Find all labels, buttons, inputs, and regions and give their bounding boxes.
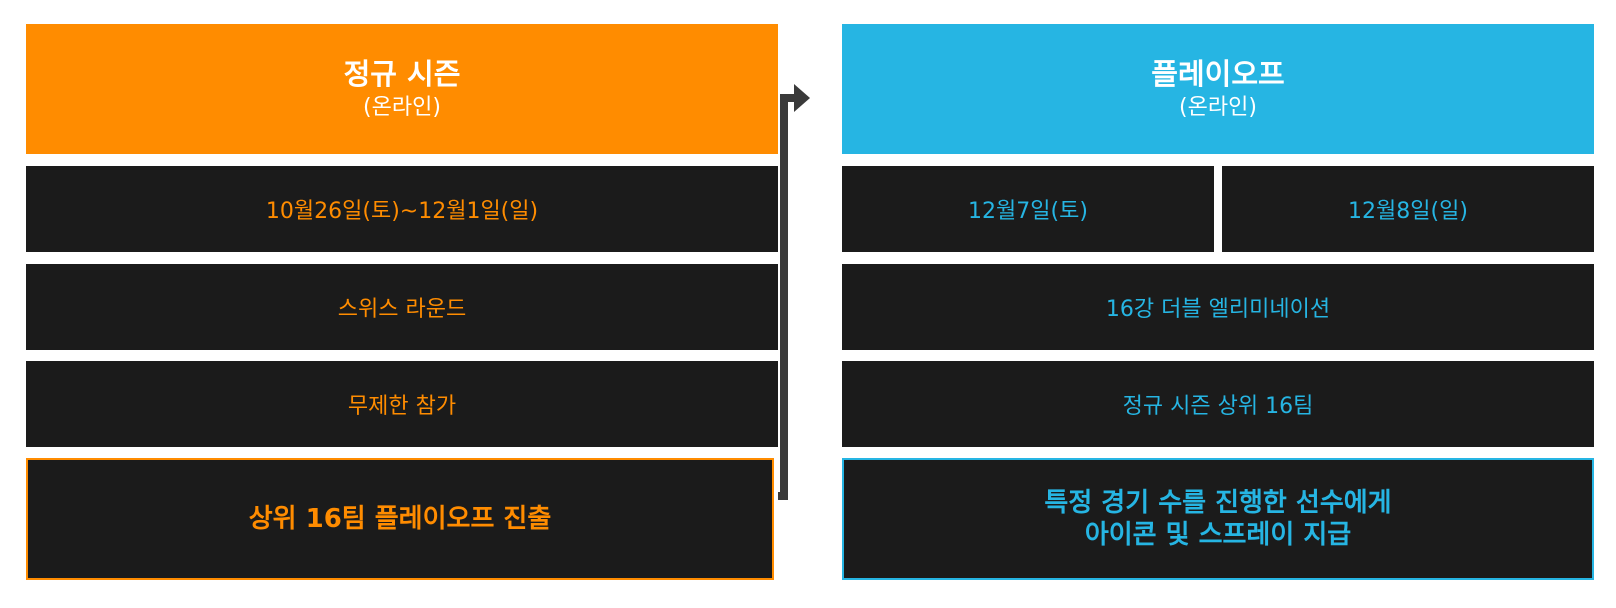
playoffs-date-day1-text: 12월7일(토) bbox=[968, 199, 1088, 224]
regular-season-entry: 무제한 참가 bbox=[26, 361, 778, 447]
regular-season-dates: 10월26일(토)~12월1일(일) bbox=[26, 166, 778, 252]
regular-season-result: 상위 16팀 플레이오프 진출 bbox=[26, 458, 774, 580]
playoffs-dates: 12월7일(토) 12월8일(일) bbox=[842, 166, 1594, 252]
regular-season-format-text: 스위스 라운드 bbox=[337, 297, 467, 322]
playoffs-date-day2-text: 12월8일(일) bbox=[1348, 199, 1468, 224]
playoffs-format-text: 16강 더블 엘리미네이션 bbox=[1105, 297, 1331, 322]
regular-season-dates-text: 10월26일(토)~12월1일(일) bbox=[265, 199, 539, 224]
playoffs-entry: 정규 시즌 상위 16팀 bbox=[842, 361, 1594, 447]
playoffs-subtitle: (온라인) bbox=[1179, 95, 1257, 120]
playoffs-entry-text: 정규 시즌 상위 16팀 bbox=[1122, 394, 1314, 419]
regular-season-header: 정규 시즌 (온라인) bbox=[26, 24, 778, 154]
playoffs-date-day1: 12월7일(토) bbox=[842, 166, 1214, 252]
regular-season-result-text: 상위 16팀 플레이오프 진출 bbox=[248, 504, 552, 534]
playoffs-date-day2: 12월8일(일) bbox=[1222, 166, 1594, 252]
playoffs-result: 특정 경기 수를 진행한 선수에게 아이콘 및 스프레이 지급 bbox=[842, 458, 1594, 580]
regular-season-subtitle: (온라인) bbox=[363, 95, 441, 120]
right-arrow-icon bbox=[778, 84, 810, 500]
regular-season-entry-text: 무제한 참가 bbox=[347, 394, 457, 419]
playoffs-format: 16강 더블 엘리미네이션 bbox=[842, 264, 1594, 350]
regular-season-column: 정규 시즌 (온라인) 10월26일(토)~12월1일(일) 스위스 라운드 무… bbox=[26, 24, 778, 580]
playoffs-header: 플레이오프 (온라인) bbox=[842, 24, 1594, 154]
regular-season-title: 정규 시즌 bbox=[343, 57, 461, 91]
playoffs-column: 플레이오프 (온라인) 12월7일(토) 12월8일(일) 16강 더블 엘리미… bbox=[842, 24, 1594, 580]
playoffs-title: 플레이오프 bbox=[1151, 57, 1285, 91]
playoffs-result-line2: 아이콘 및 스프레이 지급 bbox=[1084, 520, 1352, 550]
regular-season-format: 스위스 라운드 bbox=[26, 264, 778, 350]
playoffs-result-line1: 특정 경기 수를 진행한 선수에게 bbox=[1044, 488, 1392, 518]
